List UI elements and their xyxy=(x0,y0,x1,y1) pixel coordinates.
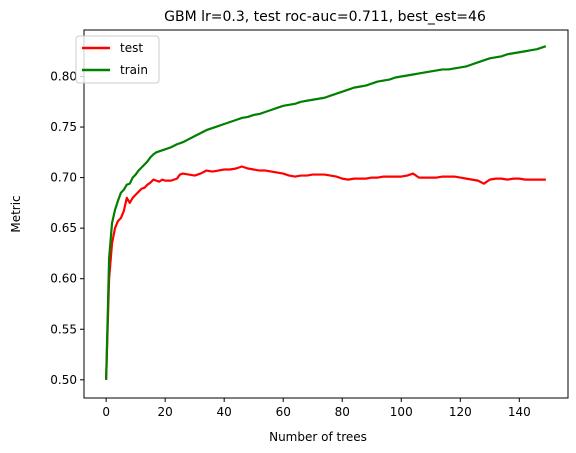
legend-label-test: test xyxy=(120,41,143,55)
y-axis: 0.50 0.55 0.60 0.65 0.70 0.75 0.80 xyxy=(50,70,84,387)
x-tick-label: 140 xyxy=(508,405,531,419)
x-tick-label: 20 xyxy=(158,405,173,419)
x-axis-label: Number of trees xyxy=(269,430,367,444)
y-tick-label: 0.60 xyxy=(50,272,77,286)
series-line-test xyxy=(105,165,546,380)
x-tick-label: 40 xyxy=(217,405,232,419)
y-tick-label: 0.75 xyxy=(50,120,77,134)
y-tick-label: 0.80 xyxy=(50,70,77,84)
x-tick-label: 120 xyxy=(449,405,472,419)
x-tick-label: 80 xyxy=(335,405,350,419)
x-tick-label: 100 xyxy=(390,405,413,419)
y-tick-label: 0.70 xyxy=(50,171,77,185)
plot-lines xyxy=(105,45,547,380)
plot-frame xyxy=(83,29,569,399)
legend-label-train: train xyxy=(120,63,148,77)
y-axis-label: Metric xyxy=(9,195,23,232)
chart-title: GBM lr=0.3, test roc-auc=0.711, best_est… xyxy=(164,9,486,25)
x-tick-label: 0 xyxy=(102,405,110,419)
x-axis: 0 20 40 60 80 100 120 140 xyxy=(102,398,531,419)
y-tick-label: 0.50 xyxy=(50,373,77,387)
y-tick-label: 0.65 xyxy=(50,221,77,235)
series-line-train xyxy=(105,45,547,380)
legend: test train xyxy=(75,35,160,84)
x-tick-label: 60 xyxy=(276,405,291,419)
y-tick-label: 0.55 xyxy=(50,322,77,336)
